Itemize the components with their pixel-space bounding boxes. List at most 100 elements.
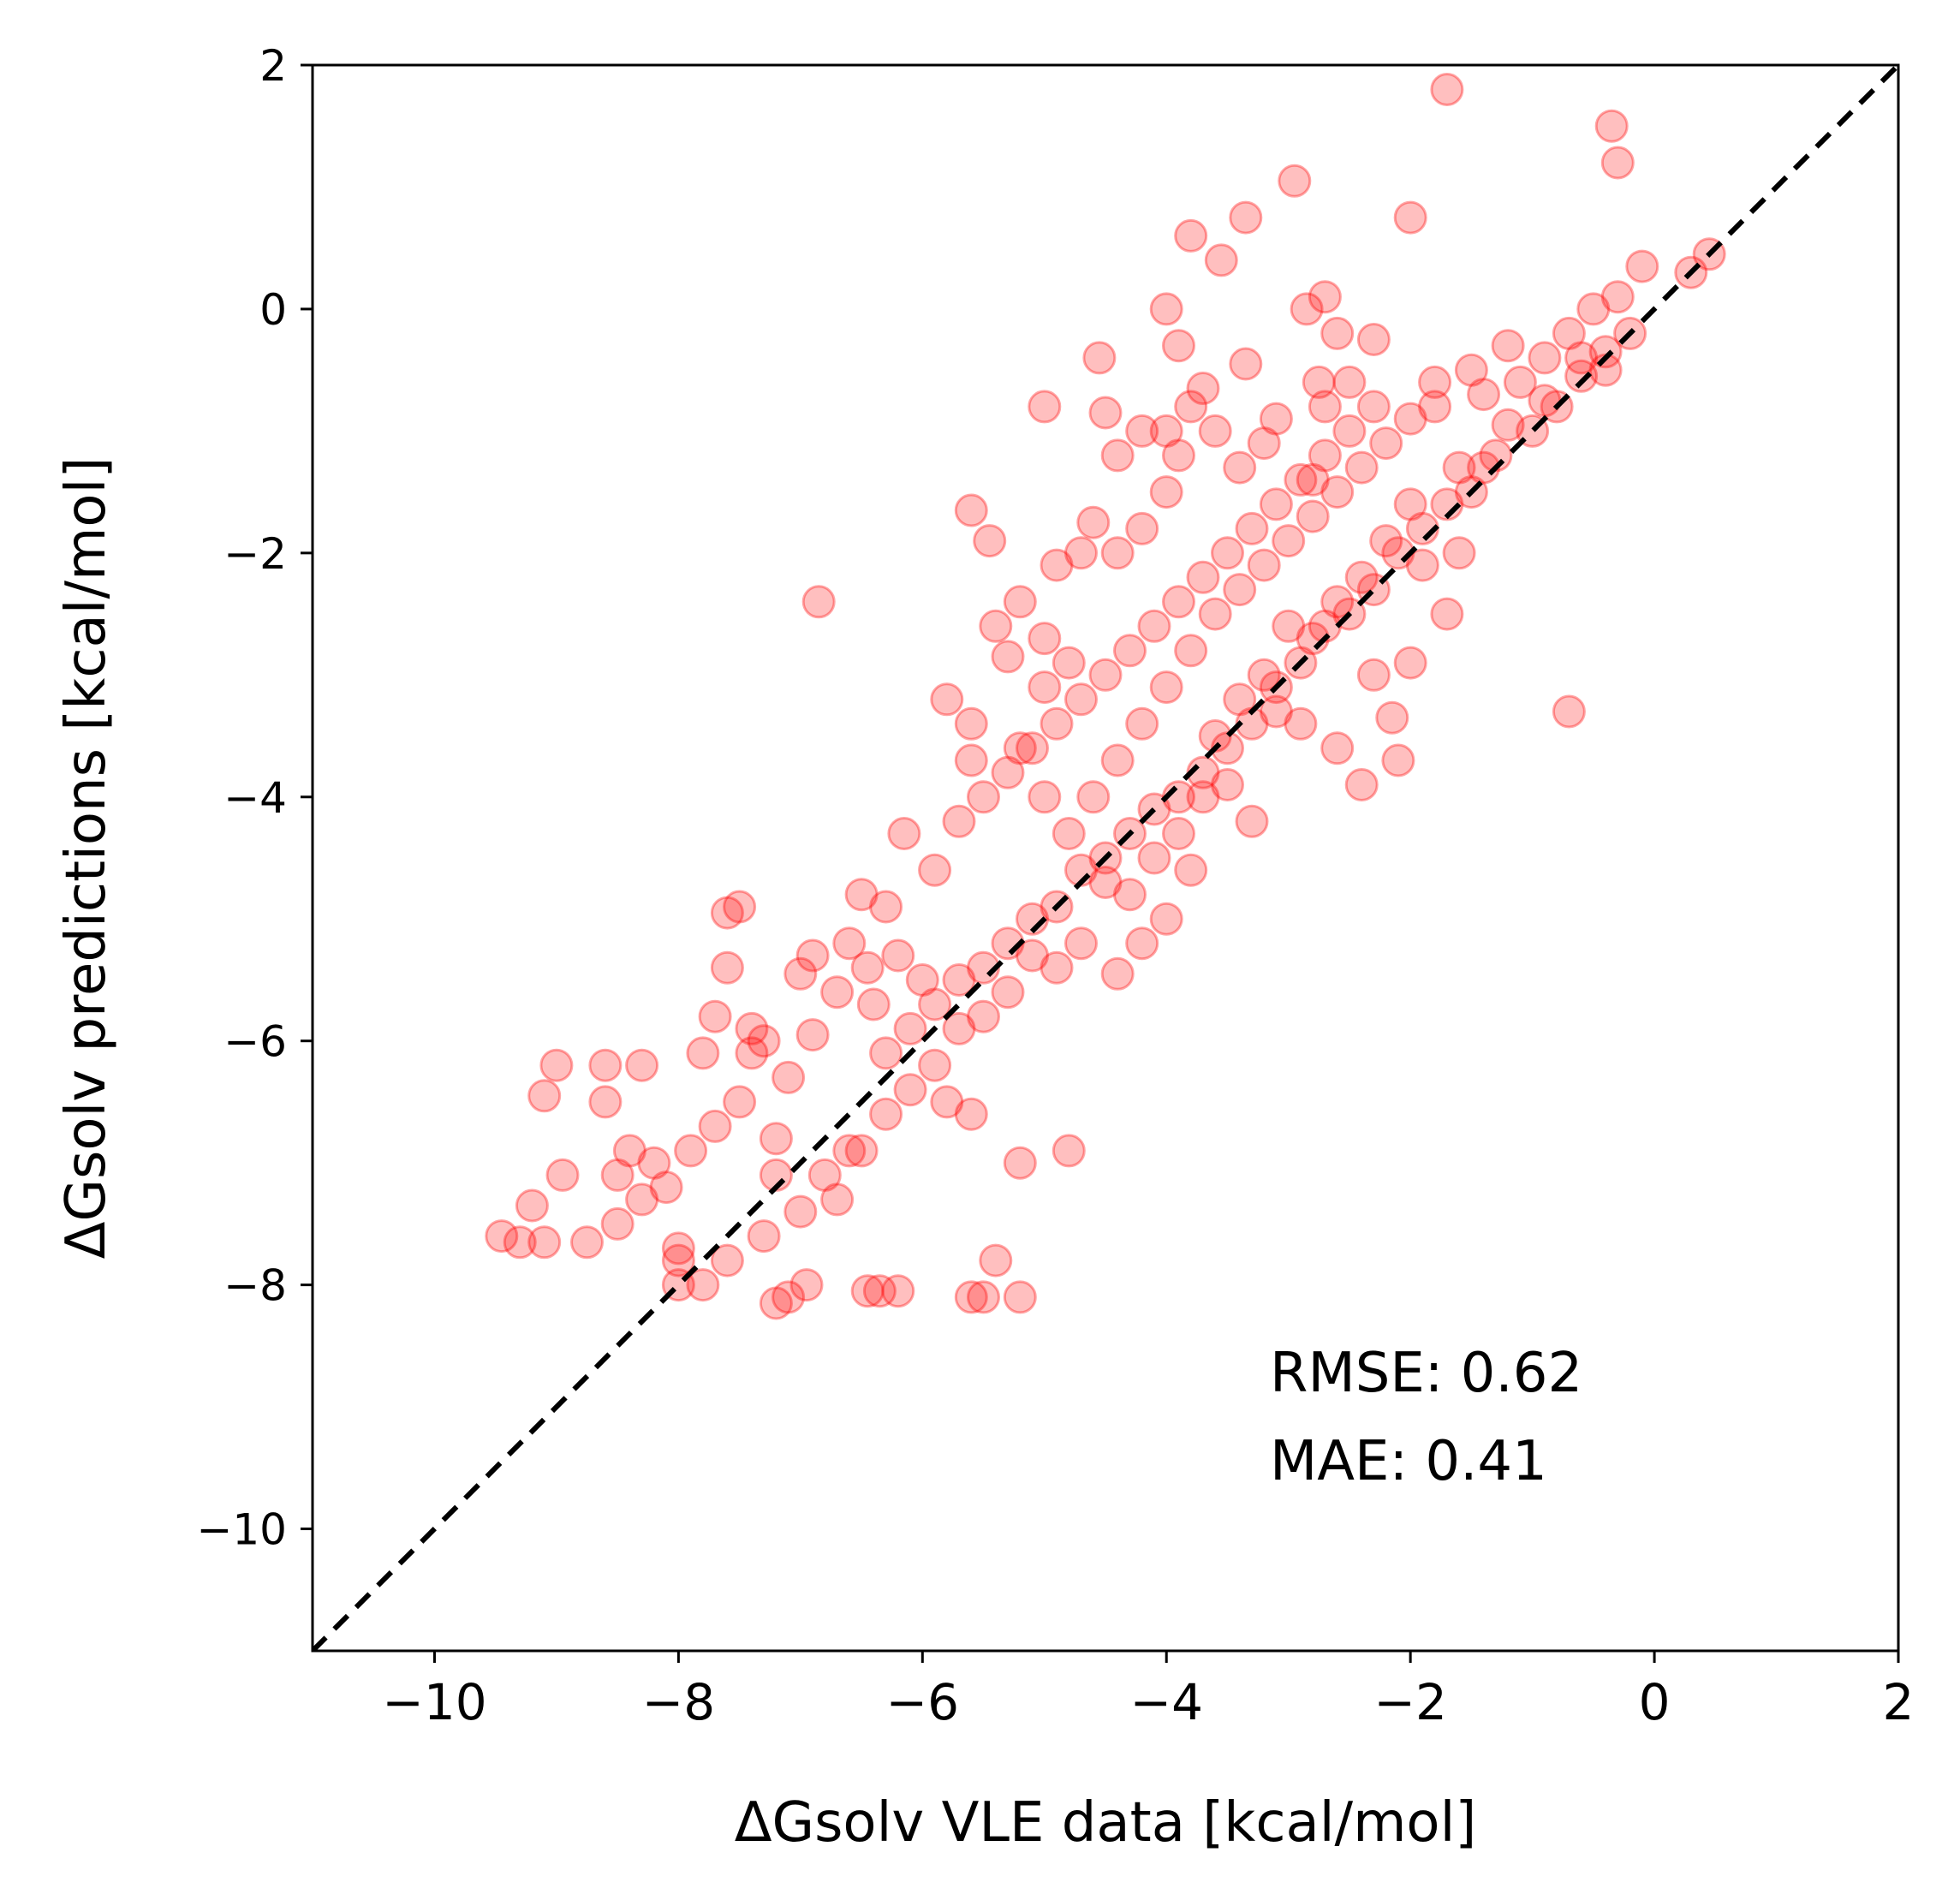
data-point-186 — [1051, 817, 1086, 850]
data-point-3 — [1278, 164, 1312, 198]
data-point-39 — [625, 1048, 659, 1082]
data-point-11 — [1308, 280, 1342, 314]
data-point-171 — [1186, 372, 1220, 405]
data-point-110 — [1100, 956, 1135, 991]
data-point-211 — [1528, 384, 1562, 418]
data-point-43 — [759, 1122, 793, 1156]
data-point-150 — [991, 755, 1025, 789]
data-point-108 — [1088, 866, 1123, 899]
data-point-20 — [1028, 390, 1062, 424]
data-point-151 — [1016, 731, 1049, 765]
data-point-18 — [1229, 347, 1263, 381]
data-point-113 — [1040, 950, 1074, 985]
data-point-200 — [1393, 402, 1427, 436]
data-point-145 — [686, 1036, 720, 1070]
data-point-119 — [893, 1073, 927, 1107]
data-point-135 — [820, 975, 855, 1010]
data-point-181 — [1051, 646, 1086, 680]
y-tick-label: −8 — [223, 1261, 287, 1311]
x-tick-label: 0 — [1639, 1673, 1671, 1731]
data-point-124 — [807, 1158, 842, 1192]
x-tick-label: −2 — [1373, 1673, 1447, 1731]
data-point-236 — [893, 1011, 927, 1045]
y-tick-label: −2 — [223, 529, 287, 579]
data-point-68 — [954, 1280, 988, 1314]
y-tick-label: 2 — [259, 41, 287, 91]
data-point-198 — [1344, 450, 1379, 485]
data-point-148 — [942, 804, 976, 838]
data-point-176 — [1076, 505, 1111, 539]
data-point-7 — [1204, 243, 1238, 277]
data-point-101 — [1211, 768, 1244, 801]
data-point-97 — [1375, 700, 1409, 735]
data-point-103 — [1186, 780, 1220, 814]
data-point-158 — [1186, 560, 1220, 594]
data-point-207 — [1600, 280, 1635, 314]
x-tick-label: −4 — [1129, 1673, 1203, 1731]
data-point-90 — [1247, 658, 1281, 692]
data-point-121 — [930, 1085, 964, 1119]
data-point-138 — [747, 1024, 781, 1058]
data-point-204 — [1528, 341, 1562, 375]
data-point-153 — [1064, 682, 1098, 717]
data-point-105 — [1174, 853, 1208, 887]
data-point-117 — [942, 1011, 976, 1045]
data-point-174 — [1088, 396, 1123, 430]
data-point-239 — [1356, 390, 1391, 424]
data-point-142 — [649, 1170, 683, 1205]
data-point-44 — [844, 1134, 879, 1168]
data-point-203 — [1503, 365, 1537, 399]
data-point-54 — [661, 1231, 695, 1266]
data-point-34 — [783, 956, 818, 991]
data-point-65 — [789, 1268, 824, 1302]
x-tick-label: 2 — [1883, 1673, 1915, 1731]
data-point-179 — [1003, 585, 1037, 619]
data-point-173 — [1125, 414, 1159, 448]
data-point-141 — [674, 1134, 708, 1168]
data-point-129 — [905, 963, 939, 997]
data-point-122 — [954, 1097, 988, 1131]
data-point-107 — [1113, 878, 1147, 912]
data-point-182 — [954, 706, 988, 741]
data-point-240 — [1296, 462, 1330, 497]
data-point-89 — [1272, 609, 1306, 643]
data-point-29 — [887, 817, 921, 850]
data-point-70 — [1003, 1280, 1037, 1314]
y-tick-label: 0 — [259, 285, 287, 335]
data-point-104 — [1162, 817, 1195, 850]
data-point-16 — [1356, 323, 1391, 356]
data-point-26 — [1028, 670, 1062, 705]
data-point-235 — [918, 987, 952, 1021]
data-point-69 — [967, 1280, 1000, 1314]
data-point-74 — [1491, 329, 1525, 363]
data-point-67 — [759, 1286, 793, 1320]
data-point-161 — [1259, 487, 1293, 521]
data-point-13 — [1149, 292, 1183, 326]
data-point-98 — [1393, 646, 1427, 680]
data-point-196 — [1296, 499, 1330, 533]
data-point-180 — [1028, 622, 1062, 656]
y-tick-label: −10 — [196, 1505, 287, 1555]
data-point-56 — [503, 1225, 537, 1260]
data-point-6 — [1174, 218, 1208, 253]
data-point-125 — [783, 1194, 818, 1229]
mae-annotation: MAE: 0.41 — [1270, 1430, 1547, 1493]
data-point-21 — [801, 585, 836, 619]
data-point-162 — [1284, 462, 1318, 497]
data-point-2 — [1600, 146, 1635, 180]
data-point-120 — [869, 1097, 903, 1131]
data-point-106 — [1137, 841, 1171, 875]
data-point-57 — [527, 1225, 562, 1260]
data-point-187 — [1076, 780, 1111, 814]
data-point-64 — [881, 1274, 915, 1308]
data-point-61 — [979, 1243, 1013, 1278]
data-point-28 — [954, 743, 988, 777]
data-point-49 — [637, 1146, 671, 1180]
data-point-95 — [1381, 743, 1415, 777]
data-point-192 — [1198, 597, 1232, 631]
data-point-73 — [1454, 353, 1488, 387]
y-tick-label: −6 — [223, 1017, 287, 1067]
data-point-47 — [545, 1158, 580, 1192]
data-point-160 — [1235, 511, 1269, 545]
